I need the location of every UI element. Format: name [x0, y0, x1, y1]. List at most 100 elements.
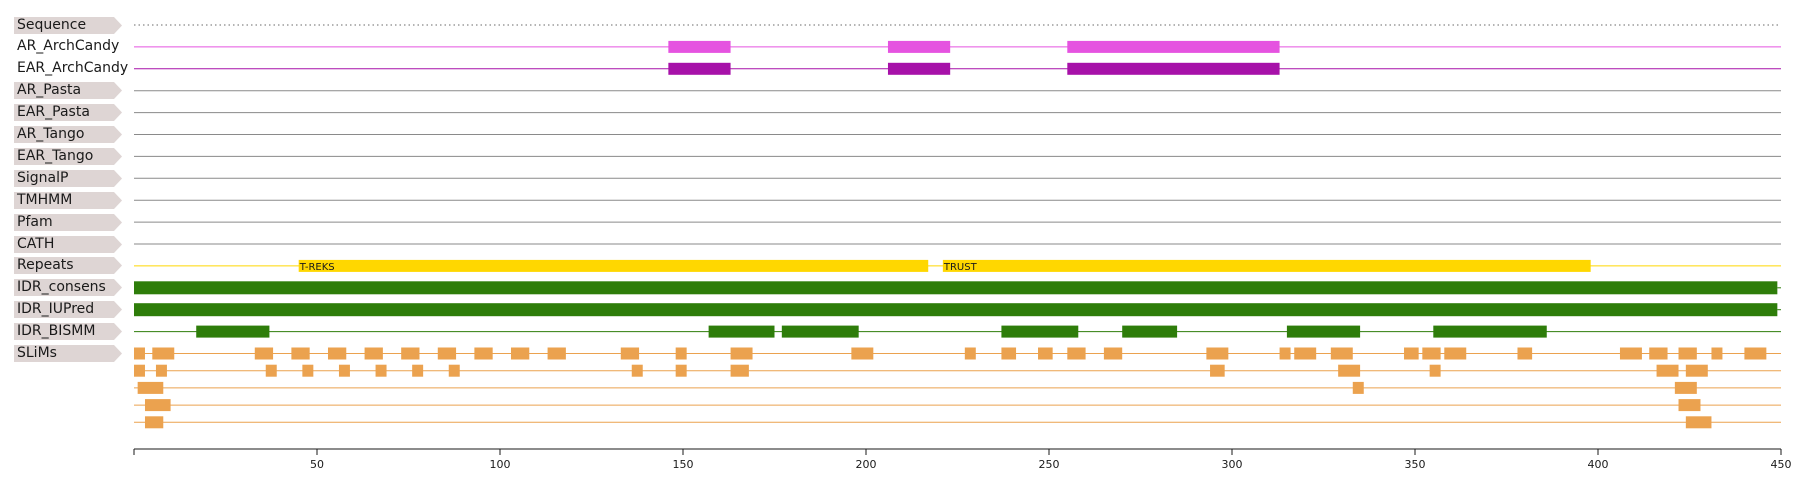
track-label-text: AR_ArchCandy — [17, 38, 120, 55]
x-axis-tick-label: 350 — [1405, 458, 1426, 471]
slim-block[interactable] — [437, 347, 457, 360]
slim-block[interactable] — [152, 347, 175, 360]
slim-block[interactable] — [401, 347, 420, 360]
slim-block[interactable] — [134, 364, 145, 377]
slim-block[interactable] — [1038, 347, 1053, 360]
repeat-block[interactable] — [942, 259, 1591, 272]
slim-block[interactable] — [1103, 347, 1123, 360]
slim-block[interactable] — [1294, 347, 1317, 360]
repeat-label: TRUST — [943, 262, 978, 273]
track-label-ear-pasta: EAR_Pasta — [14, 104, 122, 122]
track-label-ear-tango: EAR_Tango — [14, 147, 122, 165]
slim-block[interactable] — [364, 347, 383, 360]
slim-block[interactable] — [1685, 364, 1708, 377]
slim-block[interactable] — [302, 364, 314, 377]
slim-block[interactable] — [851, 347, 874, 360]
slim-block[interactable] — [547, 347, 566, 360]
feature-block[interactable] — [196, 325, 270, 338]
track-label-tag — [14, 82, 122, 100]
slim-block[interactable] — [1685, 416, 1712, 429]
slim-block[interactable] — [155, 364, 167, 377]
slim-block[interactable] — [1404, 347, 1419, 360]
feature-block[interactable] — [1001, 325, 1079, 338]
slim-block[interactable] — [1619, 347, 1642, 360]
feature-block[interactable] — [668, 62, 731, 75]
track-label-ear-archcandy: EAR_ArchCandy — [14, 60, 128, 77]
slim-block[interactable] — [1330, 347, 1353, 360]
slim-block[interactable] — [1338, 364, 1361, 377]
slim-block[interactable] — [412, 364, 424, 377]
track-label-text: EAR_ArchCandy — [17, 60, 129, 77]
track-label-ar-archcandy: AR_ArchCandy — [14, 38, 122, 55]
slim-block[interactable] — [1517, 347, 1533, 360]
slim-block[interactable] — [134, 347, 145, 360]
track-label-text: Repeats — [17, 257, 74, 274]
feature-block[interactable] — [1067, 62, 1280, 75]
track-label-slims: SLiMs — [14, 345, 122, 362]
slim-block[interactable] — [1674, 381, 1697, 394]
feature-block[interactable] — [134, 303, 1778, 317]
feature-block[interactable] — [1286, 325, 1361, 338]
x-axis-tick-label: 400 — [1588, 458, 1609, 471]
slim-block[interactable] — [675, 347, 687, 360]
slim-block[interactable] — [291, 347, 310, 360]
slim-block[interactable] — [1744, 347, 1767, 360]
feature-block[interactable] — [1067, 40, 1280, 53]
slim-block[interactable] — [448, 364, 460, 377]
track-label-tag — [14, 345, 122, 362]
slim-block[interactable] — [144, 416, 164, 429]
feature-block[interactable] — [887, 40, 951, 53]
track-label-tag — [14, 301, 122, 319]
track-label-tag — [14, 257, 122, 275]
x-axis-tick-label: 50 — [310, 458, 324, 471]
track-label-idr-consens: IDR_consens — [14, 279, 122, 297]
slim-block[interactable] — [1711, 347, 1723, 360]
slim-block[interactable] — [375, 364, 387, 377]
track-label-tag — [14, 126, 122, 143]
slim-block[interactable] — [1422, 347, 1441, 360]
slim-block[interactable] — [1649, 347, 1668, 360]
slim-block[interactable] — [631, 364, 643, 377]
slim-block[interactable] — [620, 347, 640, 360]
track-label-tag — [14, 16, 122, 34]
slim-block[interactable] — [1067, 347, 1086, 360]
slim-block[interactable] — [1678, 399, 1701, 412]
slim-block[interactable] — [338, 364, 350, 377]
slim-block[interactable] — [1678, 347, 1697, 360]
slim-block[interactable] — [730, 347, 753, 360]
feature-block[interactable] — [781, 325, 859, 338]
feature-block[interactable] — [134, 281, 1778, 295]
track-label-text: TMHMM — [17, 191, 73, 208]
slim-block[interactable] — [144, 399, 171, 412]
repeat-block[interactable] — [298, 259, 929, 272]
feature-block[interactable] — [708, 325, 775, 338]
slim-block[interactable] — [1656, 364, 1679, 377]
slim-block[interactable] — [327, 347, 347, 360]
slim-block[interactable] — [474, 347, 493, 360]
slim-block[interactable] — [964, 347, 976, 360]
slim-block[interactable] — [730, 364, 749, 377]
slim-block[interactable] — [1279, 347, 1291, 360]
slim-block[interactable] — [1001, 347, 1017, 360]
slim-block[interactable] — [1206, 347, 1229, 360]
feature-block[interactable] — [1433, 325, 1547, 338]
feature-block[interactable] — [887, 62, 951, 75]
slim-block[interactable] — [254, 347, 274, 360]
track-label-text: AR_Pasta — [17, 82, 82, 99]
slim-block[interactable] — [265, 364, 277, 377]
feature-block[interactable] — [668, 40, 731, 53]
slim-block[interactable] — [137, 381, 164, 394]
track-label-pfam: Pfam — [14, 213, 122, 231]
track-label-text: AR_Tango — [17, 126, 85, 142]
feature-block[interactable] — [1122, 325, 1178, 338]
track-label-ar-pasta: AR_Pasta — [14, 82, 122, 100]
slim-block[interactable] — [675, 364, 687, 377]
slim-block[interactable] — [1210, 364, 1225, 377]
slim-block[interactable] — [1429, 364, 1441, 377]
slim-block[interactable] — [1352, 381, 1364, 394]
slim-block[interactable] — [1444, 347, 1467, 360]
slim-block[interactable] — [510, 347, 530, 360]
x-axis-tick-label: 450 — [1771, 458, 1792, 471]
